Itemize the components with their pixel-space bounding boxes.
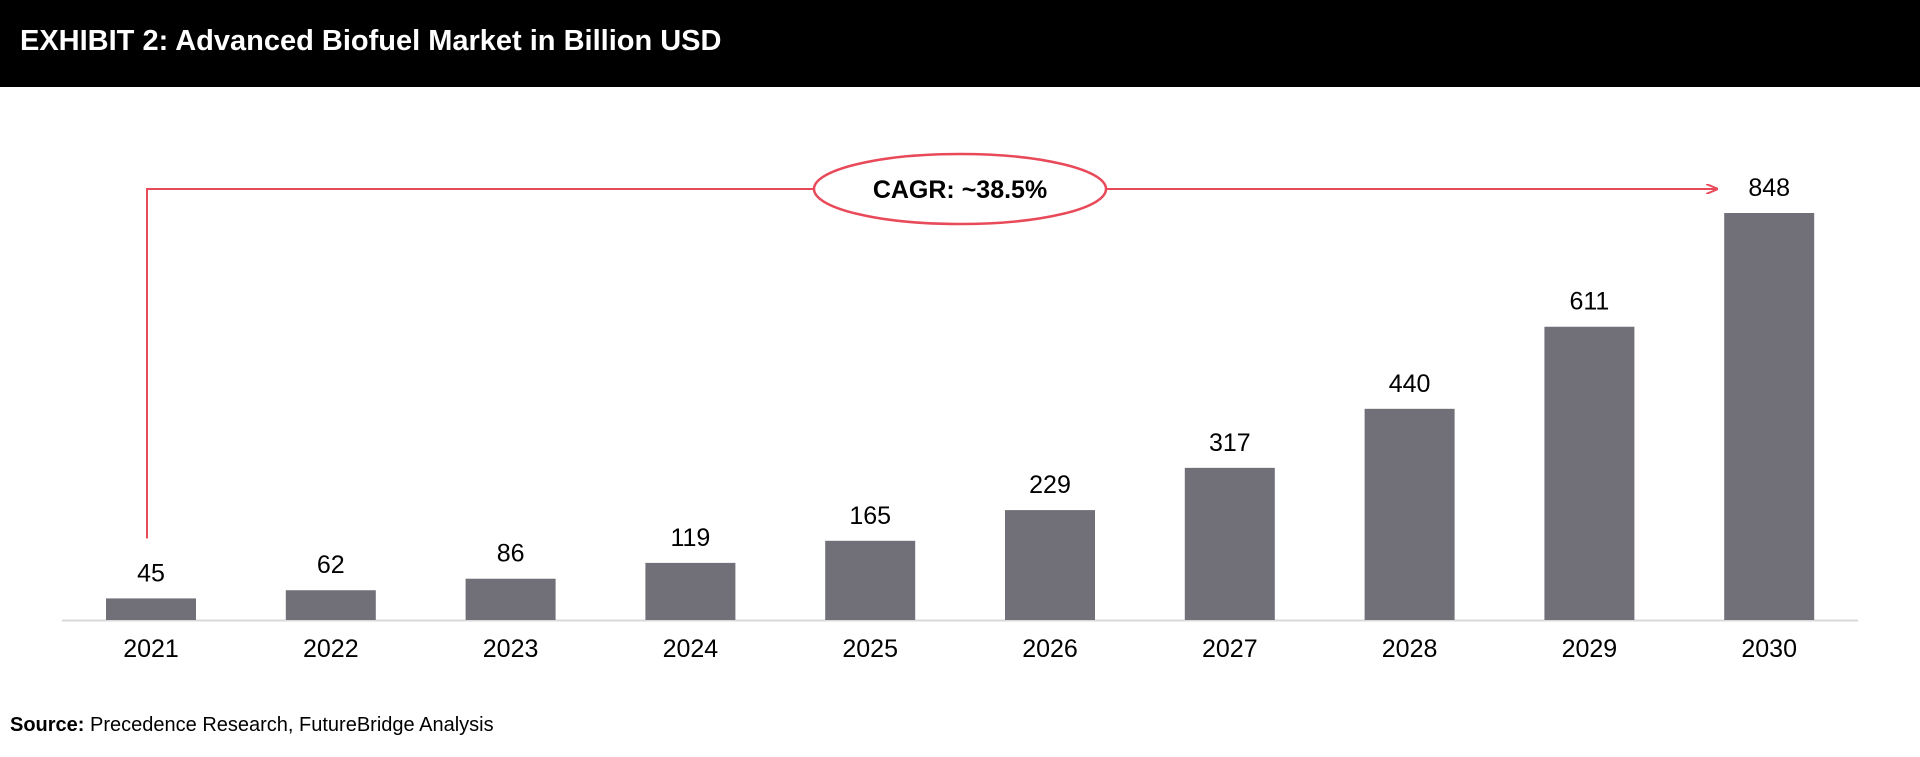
- x-tick-label-2021: 2021: [123, 635, 179, 663]
- data-label-2025: 165: [849, 502, 891, 530]
- x-tick-label-2027: 2027: [1202, 635, 1258, 663]
- bar-2023: [465, 578, 556, 620]
- x-tick-label-2030: 2030: [1741, 635, 1797, 663]
- source-text: Precedence Research, FutureBridge Analys…: [90, 714, 494, 736]
- data-label-2028: 440: [1389, 370, 1431, 398]
- x-tick-label-2026: 2026: [1022, 635, 1078, 663]
- x-tick-label-2029: 2029: [1562, 635, 1618, 663]
- x-tick-label-2025: 2025: [842, 635, 898, 663]
- cagr-ellipse: [812, 152, 1108, 226]
- chart-title: EXHIBIT 2: Advanced Biofuel Market in Bi…: [20, 25, 722, 57]
- bar-2024: [645, 562, 736, 620]
- x-tick-label-2023: 2023: [483, 635, 539, 663]
- data-label-2029: 611: [1569, 288, 1609, 316]
- data-label-2023: 86: [497, 540, 525, 568]
- data-label-2021: 45: [137, 559, 165, 587]
- cagr-connector-left: [146, 188, 814, 539]
- bar-2030: [1724, 213, 1815, 620]
- source-note: Source: Precedence Research, FutureBridg…: [10, 714, 494, 737]
- x-tick-label-2024: 2024: [663, 635, 719, 663]
- bar-2028: [1364, 408, 1455, 620]
- bar-2029: [1544, 326, 1635, 620]
- bar-2021: [106, 598, 196, 620]
- bar-2027: [1184, 467, 1275, 620]
- data-label-2024: 119: [670, 524, 710, 552]
- x-tick-label-2022: 2022: [303, 635, 359, 663]
- bar-2022: [285, 590, 376, 620]
- header-bar: EXHIBIT 2: Advanced Biofuel Market in Bi…: [0, 0, 1920, 87]
- data-label-2026: 229: [1029, 471, 1071, 499]
- cagr-label: CAGR: ~38.5%: [873, 176, 1047, 204]
- source-label: Source:: [10, 714, 85, 736]
- bar-chart: 45 2021 62 2022 86 2023 119 2024 165 2025 229 2026 3…: [62, 152, 1858, 663]
- x-tick-label-2028: 2028: [1382, 635, 1438, 663]
- bar-2025: [825, 540, 916, 620]
- data-label-2027: 317: [1209, 429, 1251, 457]
- data-label-2022: 62: [317, 551, 345, 579]
- bar-2026: [1005, 510, 1095, 620]
- data-label-2030: 848: [1748, 174, 1790, 202]
